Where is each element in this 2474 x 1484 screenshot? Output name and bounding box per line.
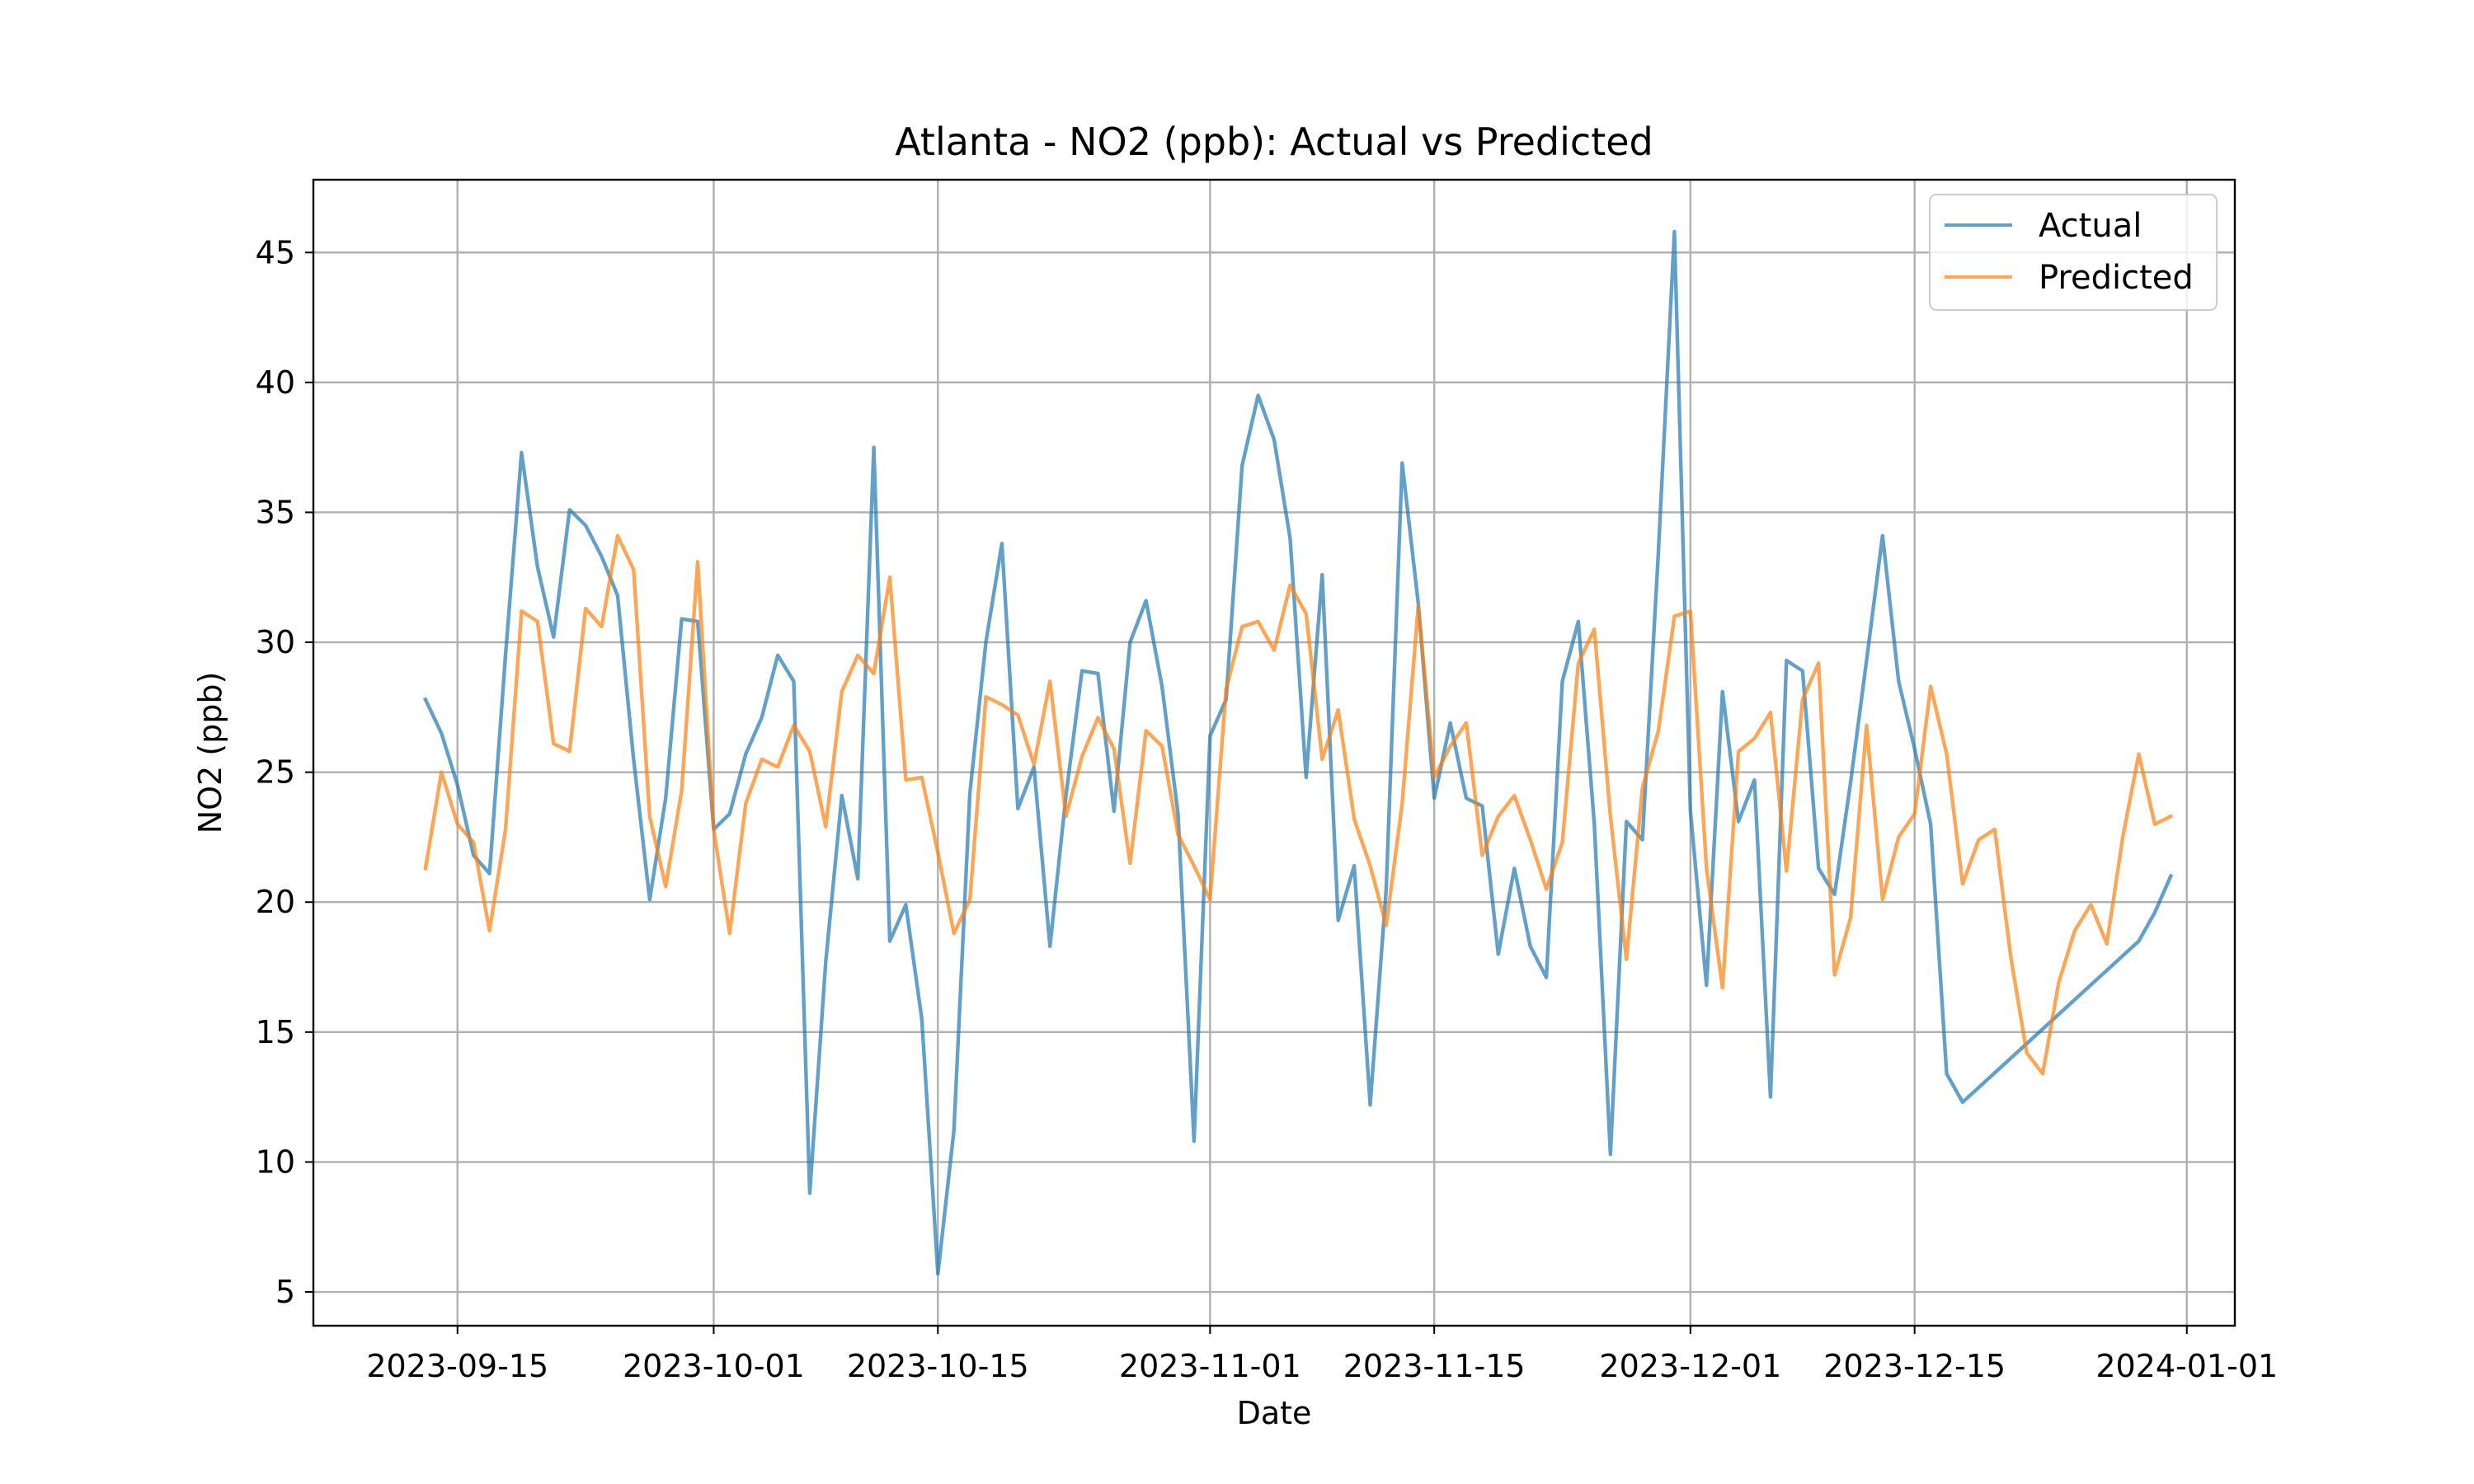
y-axis-ticks: 5 10 15 20 25 30 35 40 45 [256,234,313,1310]
x-tick-label: 2023-10-15 [847,1348,1029,1384]
y-tick-label: 35 [256,494,295,530]
x-tick-label: 2024-01-01 [2095,1348,2278,1384]
y-tick-label: 15 [256,1014,295,1050]
legend: Actual Predicted [1929,194,2218,311]
x-tick-label: 2023-12-01 [1599,1348,1781,1384]
x-tick-label: 2023-12-15 [1823,1348,2006,1384]
y-tick-label: 5 [275,1274,295,1310]
x-axis-label: Date [1237,1395,1312,1431]
y-tick-label: 20 [256,884,295,920]
legend-label-actual: Actual [2039,207,2142,245]
y-tick-label: 10 [256,1144,295,1180]
x-tick-label: 2023-11-01 [1119,1348,1301,1384]
y-tick-label: 25 [256,754,295,791]
chart-title: Atlanta - NO2 (ppb): Actual vs Predicted [895,120,1653,164]
grid-lines [313,180,2235,1326]
legend-label-predicted: Predicted [2039,259,2194,297]
y-tick-label: 30 [256,624,295,660]
y-tick-label: 45 [256,234,295,270]
plot-frame [312,178,2236,1327]
x-axis-ticks: 2023-09-15 2023-10-01 2023-10-15 2023-11-01… [366,1326,2278,1384]
y-axis-label: NO2 (ppb) [192,672,228,834]
y-tick-label: 40 [256,364,295,401]
x-tick-label: 2023-10-01 [623,1348,805,1384]
x-tick-label: 2023-09-15 [366,1348,548,1384]
series-lines [422,229,2174,1276]
series-line-actual [422,229,2174,1276]
x-tick-label: 2023-11-15 [1343,1348,1526,1384]
series-line-predicted [423,533,2174,1076]
